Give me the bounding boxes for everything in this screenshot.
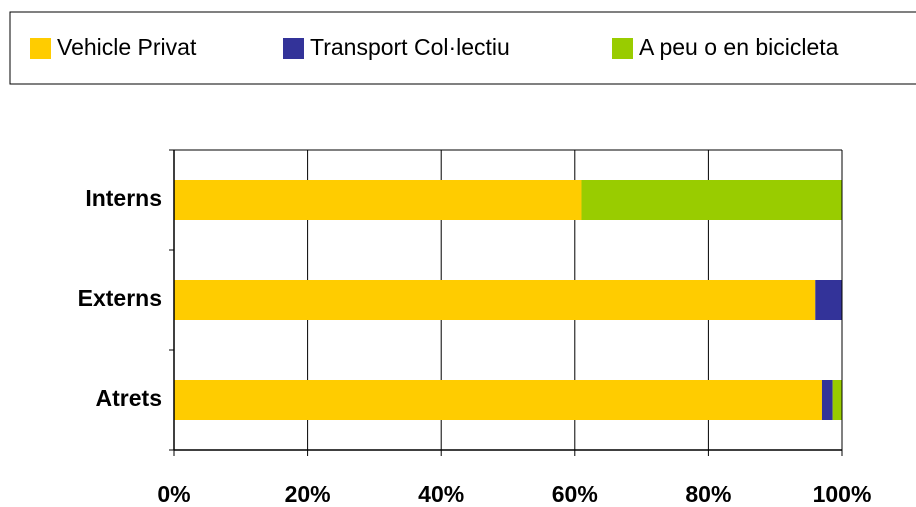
y-tick-label: Externs — [78, 285, 162, 311]
bar-segment — [815, 280, 842, 320]
bar-segment — [581, 180, 842, 220]
y-tick-label: Interns — [85, 185, 162, 211]
bar-segment — [832, 380, 842, 420]
legend-box — [9, 11, 916, 85]
x-tick-label: 60% — [552, 481, 598, 507]
bar-segment — [174, 180, 582, 220]
x-tick-label: 80% — [685, 481, 731, 507]
bar-segment — [174, 280, 816, 320]
bar-segment — [821, 380, 833, 420]
x-tick-label: 0% — [157, 481, 190, 507]
x-tick-label: 40% — [418, 481, 464, 507]
y-tick-label: Atrets — [96, 385, 162, 411]
legend-swatch — [30, 38, 51, 59]
x-tick-label: 20% — [285, 481, 331, 507]
x-tick-label: 100% — [813, 481, 872, 507]
legend-swatch — [283, 38, 304, 59]
legend-label: Vehicle Privat — [57, 34, 197, 60]
legend-label: A peu o en bicicleta — [639, 34, 839, 60]
legend-label: Transport Col·lectiu — [310, 34, 510, 60]
bar-segment — [174, 380, 822, 420]
legend-swatch — [612, 38, 633, 59]
